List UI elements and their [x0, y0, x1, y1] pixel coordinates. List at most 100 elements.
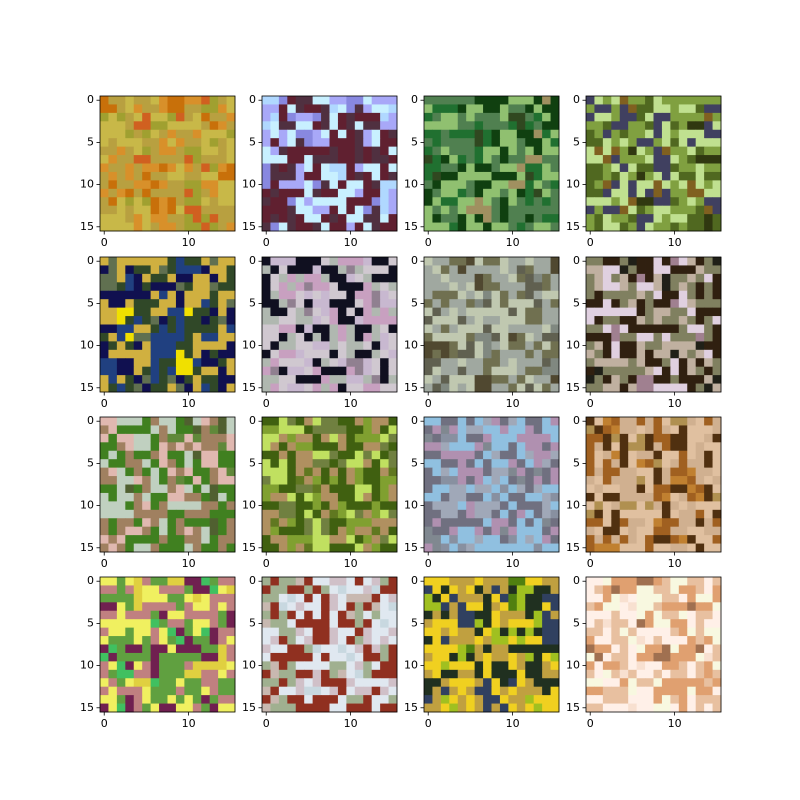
pixel — [508, 467, 518, 477]
pixel — [262, 425, 271, 435]
pixel — [159, 138, 168, 148]
pixel — [424, 341, 433, 351]
pixel — [594, 459, 604, 469]
pixel — [542, 442, 551, 452]
pixel — [116, 627, 126, 637]
pixel — [525, 197, 535, 207]
pixel — [201, 417, 211, 426]
pixel — [262, 197, 271, 207]
pixel — [262, 180, 271, 190]
pixel — [542, 669, 551, 679]
pixel — [653, 104, 663, 114]
pixel — [687, 273, 697, 283]
pixel — [516, 104, 526, 114]
pixel — [645, 273, 654, 283]
pixel — [533, 282, 543, 292]
pixel — [611, 602, 621, 612]
pixel — [125, 602, 135, 612]
pixel — [424, 112, 433, 122]
pixel — [687, 265, 697, 275]
pixel — [653, 669, 663, 679]
pixel — [516, 112, 526, 122]
pixel — [175, 222, 185, 232]
pixel — [712, 316, 722, 325]
pixel — [424, 695, 433, 704]
pixel — [125, 341, 135, 351]
pixel — [586, 661, 595, 671]
pixel — [457, 425, 467, 435]
pixel — [440, 577, 450, 586]
pixel — [218, 417, 227, 426]
pixel — [516, 257, 526, 266]
y-tick-label: 10 — [242, 339, 256, 352]
y-tick-label: 5 — [573, 456, 580, 469]
pixel — [712, 265, 722, 275]
pixel — [645, 644, 654, 654]
pixel — [192, 602, 202, 612]
pixel — [586, 197, 595, 207]
pixel — [116, 299, 126, 309]
pixel — [499, 205, 509, 215]
pixel — [329, 358, 339, 368]
pixel — [380, 585, 389, 595]
pixel — [142, 476, 152, 485]
pixel — [611, 358, 621, 368]
pixel — [167, 577, 177, 586]
pixel — [687, 627, 697, 637]
pixel — [150, 358, 160, 368]
pixel — [432, 492, 442, 502]
pixel — [337, 627, 347, 637]
pixel — [167, 129, 177, 139]
pixel — [491, 695, 501, 704]
pixel — [295, 661, 305, 671]
pixel — [432, 686, 442, 696]
pixel — [611, 366, 621, 376]
pixel — [611, 104, 621, 114]
pixel — [287, 484, 297, 494]
pixel — [337, 332, 347, 342]
pixel — [611, 146, 621, 156]
pixel — [586, 476, 595, 485]
pixel — [354, 610, 364, 620]
pixel — [550, 188, 560, 198]
pixel — [432, 661, 442, 671]
pixel — [704, 627, 713, 637]
pixel — [133, 299, 143, 309]
pixel — [611, 163, 621, 173]
pixel — [516, 492, 526, 502]
pixel — [262, 383, 271, 393]
x-tick-label: 10 — [506, 236, 520, 249]
pixel — [142, 96, 152, 105]
pixel — [108, 197, 118, 207]
pixel — [542, 661, 551, 671]
pixel — [295, 467, 305, 477]
pixel — [287, 366, 297, 376]
pixel — [525, 484, 535, 494]
pixel — [491, 577, 501, 586]
pixel — [150, 188, 160, 198]
pixel — [304, 535, 314, 544]
pixel — [712, 121, 722, 131]
pixel — [619, 636, 629, 645]
pixel — [312, 433, 322, 443]
pixel — [337, 450, 347, 460]
pixel — [371, 188, 381, 198]
pixel — [645, 652, 654, 662]
pixel — [440, 467, 450, 477]
pixel — [424, 273, 433, 283]
pixel — [142, 349, 152, 359]
pixel — [602, 627, 612, 637]
pixel — [533, 96, 543, 105]
pixel — [159, 375, 168, 384]
pixel — [491, 138, 501, 148]
pixel — [449, 205, 459, 215]
pixel — [388, 610, 398, 620]
pixel — [432, 585, 442, 595]
pixel — [388, 501, 398, 511]
pixel — [295, 290, 305, 300]
pixel — [184, 619, 194, 629]
pixel — [159, 146, 168, 156]
pixel — [550, 257, 560, 266]
pixel — [159, 299, 168, 309]
